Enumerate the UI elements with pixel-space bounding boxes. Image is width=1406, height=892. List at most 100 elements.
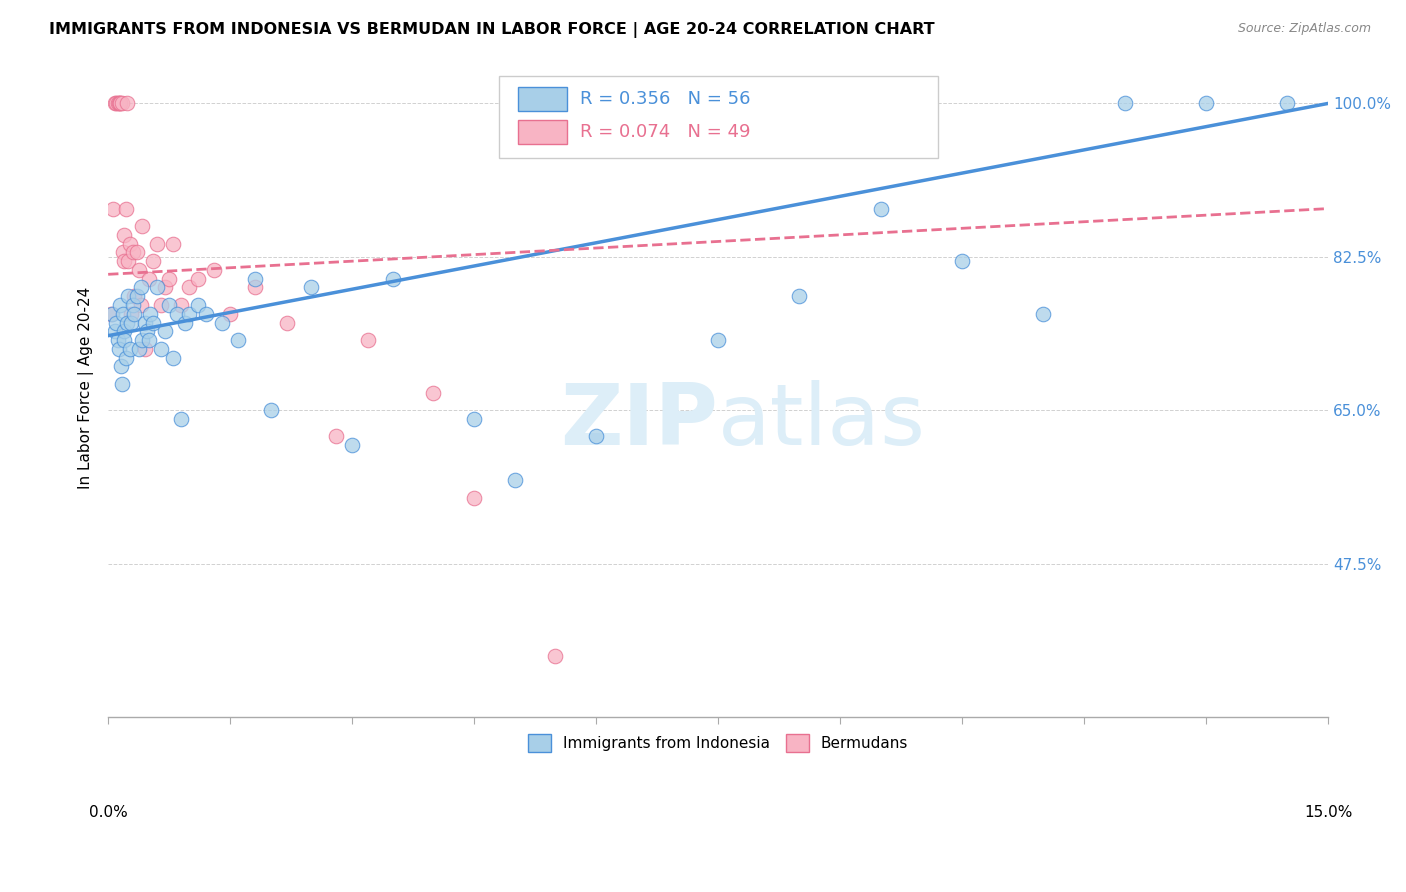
Point (422, 385, 444, 400)
Point (112, 227, 135, 242)
Point (1195, 96, 1218, 111)
Text: Source: ZipAtlas.com: Source: ZipAtlas.com (1237, 22, 1371, 36)
Point (170, 412, 193, 426)
Point (120, 316, 142, 330)
Point (585, 429, 607, 443)
Point (170, 298, 193, 312)
Point (105, 96, 128, 111)
FancyBboxPatch shape (517, 87, 567, 111)
Point (112, 324, 135, 338)
Legend: Immigrants from Indonesia, Bermudans: Immigrants from Indonesia, Bermudans (522, 728, 914, 758)
Point (146, 236, 169, 251)
Point (138, 333, 160, 347)
Y-axis label: In Labor Force | Age 20-24: In Labor Force | Age 20-24 (79, 287, 94, 490)
Point (121, 245, 143, 260)
Point (101, 307, 124, 321)
Point (131, 219, 153, 233)
Point (162, 351, 184, 365)
Point (104, 96, 127, 111)
Point (128, 263, 150, 277)
Point (117, 289, 139, 303)
FancyBboxPatch shape (517, 120, 567, 144)
Point (219, 307, 242, 321)
Text: ZIP: ZIP (561, 380, 718, 463)
Point (707, 333, 730, 347)
Point (243, 280, 266, 294)
Point (1032, 307, 1054, 321)
Point (105, 316, 128, 330)
Point (128, 342, 150, 356)
Point (179, 280, 201, 294)
Point (357, 333, 380, 347)
Text: 0.0%: 0.0% (89, 805, 128, 820)
Point (134, 316, 156, 330)
Point (243, 271, 266, 285)
Point (153, 280, 176, 294)
Point (115, 316, 138, 330)
Point (110, 298, 132, 312)
Point (157, 298, 180, 312)
Point (187, 271, 209, 285)
Point (202, 263, 225, 277)
Point (129, 280, 152, 294)
Point (117, 254, 139, 268)
Point (150, 298, 173, 312)
Point (100, 307, 122, 321)
Point (110, 96, 132, 111)
Point (325, 429, 347, 443)
Point (301, 280, 323, 294)
Point (789, 289, 811, 303)
Point (129, 298, 152, 312)
Point (179, 307, 201, 321)
Point (139, 307, 162, 321)
Point (108, 96, 131, 111)
Point (869, 202, 891, 216)
Point (187, 298, 209, 312)
Point (104, 324, 127, 338)
Point (120, 342, 142, 356)
Point (134, 342, 156, 356)
Point (115, 202, 138, 216)
Point (110, 359, 132, 374)
Point (463, 412, 485, 426)
Point (194, 307, 217, 321)
Point (120, 236, 142, 251)
Point (101, 202, 124, 216)
Point (125, 289, 148, 303)
Point (276, 316, 298, 330)
Point (107, 333, 129, 347)
Point (122, 289, 145, 303)
Point (112, 333, 135, 347)
Point (503, 473, 526, 487)
Point (153, 324, 176, 338)
Point (125, 245, 148, 260)
Point (107, 342, 129, 356)
Point (211, 316, 233, 330)
Point (1114, 96, 1136, 111)
Point (340, 438, 363, 452)
Point (115, 96, 138, 111)
Point (112, 254, 135, 268)
Point (122, 307, 145, 321)
Text: 15.0%: 15.0% (1303, 805, 1353, 820)
Point (111, 245, 134, 260)
Text: IMMIGRANTS FROM INDONESIA VS BERMUDAN IN LABOR FORCE | AGE 20-24 CORRELATION CHA: IMMIGRANTS FROM INDONESIA VS BERMUDAN IN… (49, 22, 935, 38)
Point (174, 316, 197, 330)
Point (120, 307, 142, 321)
Point (107, 96, 129, 111)
Point (146, 280, 169, 294)
Point (544, 648, 567, 663)
Point (260, 403, 283, 417)
Point (131, 333, 153, 347)
Point (142, 316, 165, 330)
Point (150, 342, 173, 356)
Text: R = 0.356   N = 56: R = 0.356 N = 56 (581, 90, 751, 108)
Point (136, 324, 159, 338)
Text: R = 0.074   N = 49: R = 0.074 N = 49 (581, 123, 751, 141)
Point (226, 333, 249, 347)
Point (381, 271, 404, 285)
Point (111, 376, 134, 391)
Text: atlas: atlas (718, 380, 927, 463)
Point (157, 271, 180, 285)
Point (138, 271, 160, 285)
